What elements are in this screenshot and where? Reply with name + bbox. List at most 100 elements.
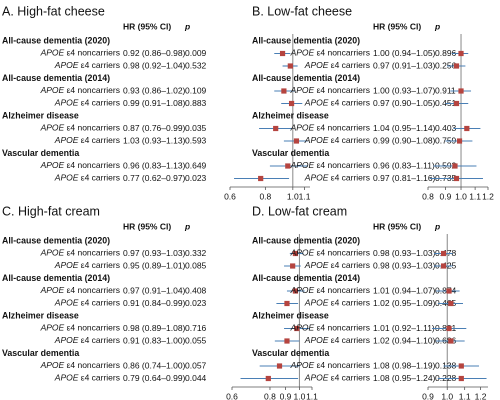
hr-marker (458, 50, 464, 57)
group-header: Alzheimer disease (252, 110, 329, 120)
hr-marker (458, 363, 464, 369)
gene-name: APOE (40, 160, 65, 170)
gene-name: APOE (290, 360, 315, 370)
x-tick-label: 1.1 (299, 191, 311, 201)
hr-text: 1.04 (0.95–1.14) (373, 123, 436, 133)
hr-marker (448, 300, 454, 307)
row-label: APOE ε4 carriers (304, 373, 370, 383)
p-value: 0.593 (185, 135, 207, 145)
hr-text: 0.97 (0.81–1.16) (373, 173, 436, 183)
hr-marker (276, 363, 283, 369)
p-value: 0.735 (435, 173, 457, 183)
x-tick-label: 0.8 (259, 191, 271, 201)
column-header: p (434, 221, 440, 231)
gene-name: APOE (54, 98, 79, 108)
hr-marker (446, 288, 452, 294)
row-label: APOE ε4 noncarriers (40, 48, 120, 58)
group-header: Vascular dementia (252, 148, 329, 158)
hr-marker (453, 63, 460, 69)
group-header: Vascular dementia (252, 348, 329, 358)
hr-text: 0.97 (0.93–1.03) (123, 248, 186, 258)
row-label: APOE ε4 noncarriers (290, 160, 370, 170)
row-label: APOE ε4 carriers (304, 98, 370, 108)
group-header: Vascular dementia (2, 348, 79, 358)
gene-name: APOE (40, 248, 65, 258)
row-label: APOE ε4 noncarriers (290, 248, 370, 258)
gene-name: APOE (54, 373, 79, 383)
hr-text: 0.77 (0.62–0.97) (123, 173, 186, 183)
panel-title: C. High-fat cream (2, 204, 100, 218)
p-value: 0.891 (435, 323, 457, 333)
p-value: 0.716 (185, 323, 207, 333)
hr-marker (440, 263, 447, 269)
row-label-text: ε4 carriers (81, 298, 120, 308)
hr-text: 0.86 (0.74–1.00) (123, 360, 186, 370)
p-value: 0.138 (435, 360, 457, 370)
hr-marker (464, 125, 470, 132)
row-label-text: ε4 carriers (331, 135, 370, 145)
row-label-text: ε4 carriers (331, 98, 370, 108)
x-tick-label: 0.9 (280, 391, 292, 400)
row-label: APOE ε4 noncarriers (40, 85, 120, 95)
group-header: All-cause dementia (2020) (2, 235, 110, 245)
group-header: All-cause dementia (2014) (252, 73, 360, 83)
hr-text: 0.98 (0.89–1.08) (123, 323, 186, 333)
gene-name: APOE (54, 60, 79, 70)
row-label: APOE ε4 carriers (54, 173, 120, 183)
gene-name: APOE (304, 373, 329, 383)
x-tick-label: 0.6 (226, 391, 238, 400)
row-label: APOE ε4 noncarriers (40, 285, 120, 295)
hr-marker (258, 175, 264, 182)
row-label-text: ε4 carriers (331, 60, 370, 70)
row-label: APOE ε4 noncarriers (40, 160, 120, 170)
group-header: Alzheimer disease (252, 310, 329, 320)
hr-marker (273, 125, 279, 132)
group-header: All-cause dementia (2020) (252, 235, 360, 245)
x-tick-label: 0.8 (422, 191, 434, 201)
row-label-text: ε4 noncarriers (317, 285, 370, 295)
p-value: 0.896 (435, 48, 457, 58)
row-label-text: ε4 carriers (331, 298, 370, 308)
row-label-text: ε4 carriers (81, 335, 120, 345)
hr-text: 0.98 (0.93–1.03) (373, 248, 436, 258)
gene-name: APOE (304, 135, 329, 145)
hr-text: 0.96 (0.83–1.11) (373, 160, 435, 170)
hr-text: 0.99 (0.90–1.08) (373, 135, 436, 145)
hr-marker (453, 175, 460, 182)
row-label: APOE ε4 carriers (54, 135, 120, 145)
x-tick-label: 0.9 (440, 191, 452, 201)
x-tick-label: 0.6 (224, 191, 236, 201)
gene-name: APOE (40, 323, 65, 333)
hr-marker (294, 325, 300, 332)
row-label-text: ε4 noncarriers (67, 48, 120, 58)
hr-text: 0.98 (0.93–1.03) (373, 260, 436, 270)
x-tick-label: 1.0 (441, 391, 453, 400)
gene-name: APOE (54, 298, 79, 308)
row-label: APOE ε4 carriers (54, 98, 120, 108)
hr-text: 0.99 (0.91–1.08) (123, 98, 186, 108)
hr-marker (458, 88, 464, 94)
row-label-text: ε4 noncarriers (317, 323, 370, 333)
row-label-text: ε4 noncarriers (317, 48, 370, 58)
hr-marker (452, 163, 458, 169)
p-value: 0.009 (185, 48, 207, 58)
hr-marker (292, 250, 299, 257)
hr-text: 0.97 (0.90–1.05) (373, 98, 436, 108)
hr-marker (446, 325, 452, 332)
column-header: p (434, 21, 440, 31)
hr-text: 0.98 (0.92–1.04) (123, 60, 186, 70)
gene-name: APOE (40, 48, 65, 58)
gene-name: APOE (290, 123, 315, 133)
gene-name: APOE (40, 85, 65, 95)
row-label-text: ε4 noncarriers (317, 160, 370, 170)
x-tick-label: 1.1 (459, 391, 471, 400)
x-tick-label: 0.8 (264, 391, 276, 400)
hr-text: 0.91 (0.84–0.99) (123, 298, 186, 308)
gene-name: APOE (290, 323, 315, 333)
column-header: HR (95% CI) (123, 21, 171, 31)
gene-name: APOE (304, 298, 329, 308)
hr-text: 1.00 (0.93–1.07) (373, 85, 436, 95)
x-tick-label: 1.0 (287, 191, 299, 201)
group-header: All-cause dementia (2020) (252, 35, 360, 45)
